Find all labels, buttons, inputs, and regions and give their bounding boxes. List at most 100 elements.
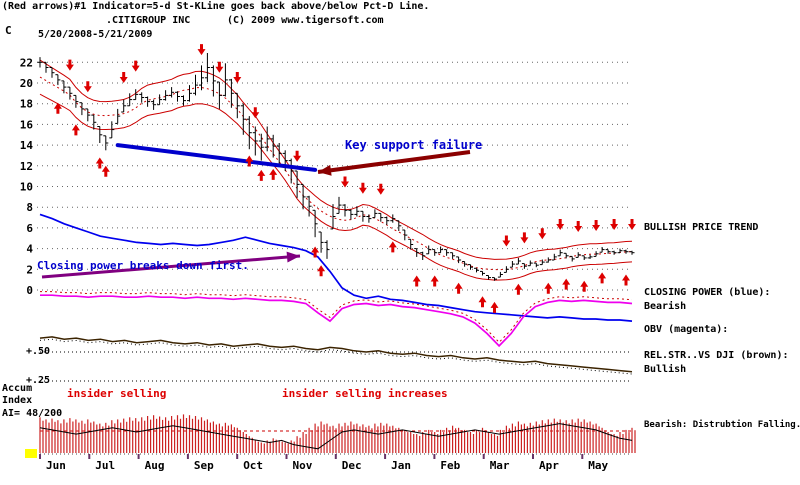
price-tick-label: 0 [26, 284, 33, 297]
price-tick-label: 10 [20, 181, 33, 194]
up-arrow [269, 168, 278, 180]
up-arrow [514, 283, 523, 295]
up-arrow [245, 155, 254, 167]
down-arrow [628, 219, 636, 230]
month-axis: Jun Jul Aug Sep Oct Nov Dec Jan Feb Mar Apr May [39, 454, 609, 472]
closing-power-annotation: Closing power breaks down first. [37, 259, 249, 272]
down-arrow [131, 60, 140, 72]
indicator-lines [39, 213, 633, 375]
down-arrow [251, 107, 260, 119]
down-arrow [341, 176, 349, 188]
accum-ai-value: AI= 48/200 [2, 408, 63, 419]
price-tick-label: 14 [20, 139, 34, 152]
month-label: Oct [243, 459, 263, 472]
down-arrow [83, 81, 92, 93]
month-label: Apr [539, 459, 559, 472]
down-arrow [376, 183, 385, 195]
down-arrow [502, 235, 511, 247]
closing-power-status: Bearish [644, 301, 687, 312]
up-arrow [388, 241, 397, 253]
annotation-arrows [41, 150, 471, 279]
price-tick-label: 8 [26, 201, 33, 214]
down-arrow [574, 221, 583, 232]
accum-index-line [39, 423, 633, 450]
candlesticks [37, 53, 635, 281]
accum-label-line2: Index [2, 395, 33, 406]
accum-histogram [39, 414, 636, 453]
month-label: Feb [440, 459, 460, 472]
up-arrow [101, 165, 110, 177]
rel-str-label: REL.STR..VS DJI (brown): [644, 350, 789, 361]
price-tick-label: 6 [26, 222, 33, 235]
price-tick-label: 4 [26, 243, 33, 256]
up-arrow [311, 246, 320, 258]
month-label: Jan [391, 459, 411, 472]
obv-line [40, 294, 633, 348]
up-arrow [95, 157, 104, 169]
rel-str-upper-tick-label: +.50 [26, 346, 51, 357]
signal-arrows [53, 44, 636, 313]
up-arrow [257, 169, 266, 181]
down-arrow [520, 232, 529, 244]
up-arrow [622, 274, 630, 286]
month-label: Nov [293, 459, 313, 472]
month-label: Aug [145, 459, 165, 472]
down-arrow [610, 219, 619, 230]
copyright-note: (C) 2009 www.tigersoft.com [227, 15, 384, 26]
month-label: Mar [490, 459, 510, 472]
up-arrow [430, 275, 439, 287]
down-arrow [293, 150, 302, 162]
rel-str-lower-tick-label: +.25 [26, 375, 51, 386]
header-indicator-note: (Red arrows)#1 Indicator=5-d St-KLine go… [2, 1, 430, 12]
up-arrow [478, 296, 487, 308]
up-arrow [317, 265, 326, 277]
price-bands [39, 59, 633, 281]
ticker-symbol: C [5, 24, 12, 37]
down-arrow [358, 182, 367, 194]
price-tick-label: 16 [20, 118, 34, 131]
down-arrow [65, 59, 74, 71]
down-arrow [233, 72, 242, 83]
down-arrow [556, 219, 565, 230]
month-label: Dec [342, 459, 362, 472]
price-tick-label: 22 [20, 56, 33, 69]
down-arrow [119, 72, 128, 83]
rel-str-status: Bullish [644, 364, 687, 375]
date-range: 5/20/2008-5/21/2009 [38, 29, 153, 40]
down-arrow [592, 220, 601, 231]
closing-power-line [39, 213, 633, 322]
up-arrow [544, 282, 553, 294]
obv-label: OBV (magenta): [644, 324, 729, 335]
month-label: Jun [46, 459, 66, 472]
price-tick-label: 2 [26, 263, 33, 276]
price-trend-status: BULLISH PRICE TREND [644, 222, 759, 233]
up-arrow [71, 124, 80, 136]
month-label: May [588, 459, 608, 472]
insider-selling-increases-annotation: insider selling increases [282, 387, 448, 400]
up-arrow [412, 275, 421, 287]
closing-power-label: CLOSING POWER (blue): [644, 287, 771, 298]
up-arrow [454, 282, 463, 294]
down-arrow [538, 228, 547, 240]
up-arrow [562, 278, 571, 290]
up-arrow [598, 272, 607, 284]
distribution-note: Bearish: Distrubtion Falling. [644, 420, 800, 430]
price-tick-label: 12 [20, 160, 33, 173]
insider-selling-annotation: insider selling [67, 387, 167, 400]
company-name: .CITIGROUP INC [106, 15, 191, 26]
support-trendline [115, 143, 318, 172]
axis-corner-marker [25, 449, 37, 458]
up-arrow [490, 301, 499, 313]
price-tick-label: 20 [20, 77, 33, 90]
up-arrow [580, 280, 589, 292]
month-label: Jul [95, 459, 115, 472]
accum-label-line1: Accum [2, 383, 33, 394]
month-label: Sep [194, 459, 214, 472]
key-support-annotation: Key support failure [345, 138, 483, 152]
price-tick-label: 18 [20, 98, 33, 111]
down-arrow [215, 61, 224, 73]
down-arrow [197, 44, 206, 56]
